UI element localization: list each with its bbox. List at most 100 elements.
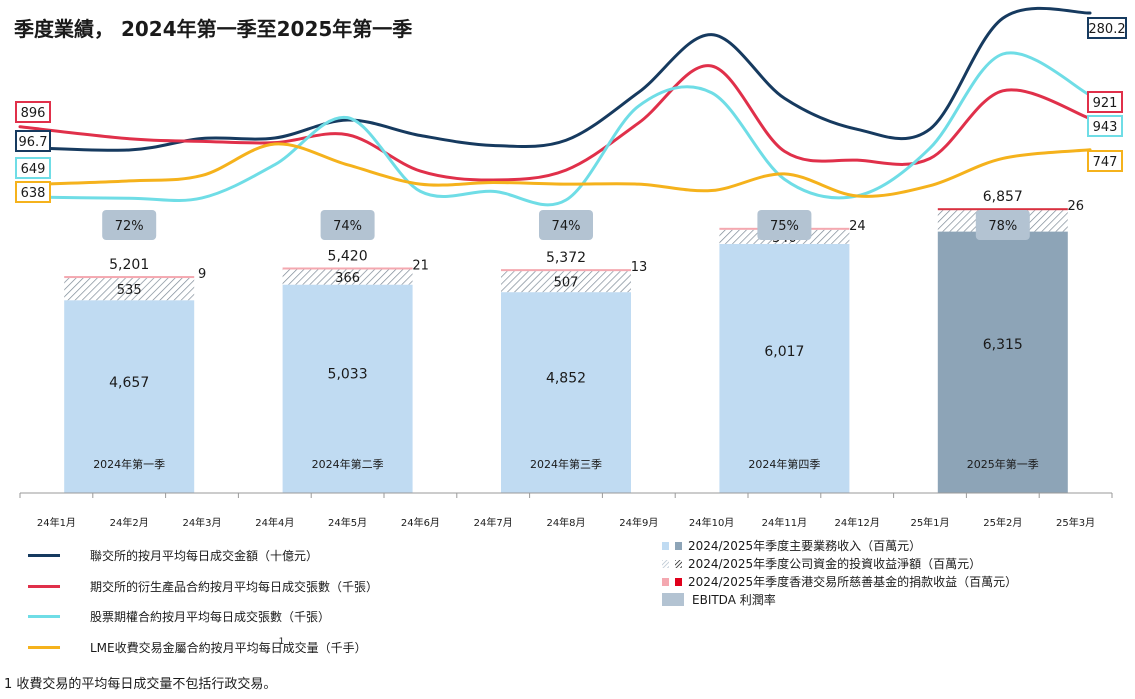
x-axis: 24年1月 24年2月 24年3月 24年4月 24年5月 24年6月 24年7月 24年8月… [19,492,1113,529]
x-tick-label: 24年5月 [328,516,367,529]
bar-value-investment: 507 [554,276,579,291]
ebitda-badge [757,210,812,240]
bar-value-main: 4,852 [546,371,586,387]
chart-title: 季度業績， 2024年第一季至2025年第一季 [14,17,413,41]
footnote-marker: 1 [278,636,285,647]
bars-layer: 4,657 535 5,201 9 2024年第一季 72% 5,033 366 5,420 21… [64,189,1084,493]
x-tick-label: 24年6月 [401,516,440,529]
legend-swatch-pink [662,577,669,586]
bar-investment-income [501,271,631,293]
bar-value-total: 5,201 [109,257,149,273]
legend-swatch-dark [675,541,682,550]
bar-donation-income [501,269,631,272]
legend-line-lme-volume: LME收費交易金屬合約按月平均每日成交量（千手） 1 [28,636,367,656]
line-series [18,51,1092,207]
legend-line-hkfe-contracts: 期交所的衍生產品合約按月平均每日成交張數（千張） [28,578,378,595]
legend-label: EBITDA 利潤率 [692,593,776,607]
bar-main-revenue [937,231,1068,493]
legend-ebitda-margin: EBITDA 利潤率 [662,591,776,608]
bar-value-total: 6,857 [983,189,1023,205]
bar-value-donation: 21 [412,258,429,273]
x-tick-label: 25年3月 [1056,516,1095,529]
bar-quarter-label: 2024年第三季 [530,457,602,471]
line-start-label-box [15,101,51,123]
x-tick-label: 24年8月 [546,516,585,529]
legend-swatch-hatch-light [662,559,669,568]
line-start-label-box [15,130,51,152]
line-end-label: 280.2 [1088,22,1125,37]
x-tick-label: 25年2月 [983,516,1022,529]
line-start-label: 638 [21,186,46,201]
legend-label: LME收費交易金屬合約按月平均每日成交量（千手） [90,641,367,655]
line-series [18,6,1092,152]
line-end-label-box [1087,91,1123,113]
bar-value-donation: 13 [631,260,648,275]
legend-line-hkex-turnover: 聯交所的按月平均每日成交金額（十億元） [28,547,318,564]
legend-swatch [28,585,60,588]
bar-quarter-label: 2024年第二季 [312,457,384,471]
legend-swatch-hatch-dark [675,559,682,568]
bar-donation-income [64,276,195,279]
legend-swatch-red [675,577,682,586]
bar-value-main: 6,315 [983,337,1023,353]
line-end-label-box [1087,17,1127,39]
x-tick-label: 24年10月 [689,516,734,529]
bar-main-revenue [719,243,850,493]
bar-value-investment: 366 [335,271,360,286]
legend-investment-income: 2024/2025年季度公司資金的投資收益淨額（百萬元） [662,555,981,572]
bar-value-donation: 9 [198,267,206,282]
ebitda-badge [102,210,157,240]
line-end-labels: 96.7 280.2 896 921 649 943 638 747 [15,17,1127,203]
ebitda-value: 78% [988,219,1017,234]
legend-swatch [28,554,60,557]
line-end-label-box [1087,150,1123,172]
ebitda-value: 74% [552,219,581,234]
bar-main-revenue [282,284,413,493]
line-start-label-box [15,181,51,203]
ebitda-value: 72% [115,219,144,234]
legend-swatch [28,615,60,618]
legend-swatch [28,646,60,649]
x-tick-label: 24年2月 [110,516,149,529]
ebitda-badge [975,210,1030,240]
bar-value-total: 5,372 [546,250,586,266]
line-start-label: 96.7 [19,135,48,150]
legend-swatch-light [662,541,669,550]
x-tick-label: 24年4月 [255,516,294,529]
bar-donation-income [937,208,1068,211]
bar-main-revenue [64,300,195,493]
legend-label: 期交所的衍生產品合約按月平均每日成交張數（千張） [90,580,379,594]
bar-quarter-label: 2025年第一季 [967,457,1039,471]
legend-main-revenue: 2024/2025年季度主要業務收入（百萬元） [662,537,921,554]
line-end-label: 747 [1093,155,1118,170]
footnote: 1 收費交易的平均每日成交量不包括行政交易。 [4,677,277,692]
bar-value-main: 4,657 [109,375,149,391]
x-tick-label: 24年7月 [474,516,513,529]
bar-donation-income [282,267,413,270]
bar-value-main: 5,033 [328,366,368,382]
line-start-label: 896 [21,106,46,121]
x-tick-label: 24年3月 [182,516,221,529]
legend-label: 2024/2025年季度主要業務收入（百萬元） [688,539,922,553]
bar-value-main: 6,017 [764,344,804,360]
bar-investment-income [64,278,195,301]
line-end-label-box [1087,115,1123,137]
bar-quarter-label: 2024年第一季 [93,457,165,471]
line-end-label: 921 [1093,96,1118,111]
legend-swatch-badge [662,593,684,606]
legend-label: 2024/2025年季度香港交易所慈善基金的捐款收益（百萬元） [688,575,1018,589]
x-tick-label: 24年1月 [37,516,76,529]
line-start-label: 649 [21,162,46,177]
bar-investment-income [282,269,413,285]
ebitda-badge [320,210,375,240]
ebitda-badge [539,210,593,240]
lines-layer [18,6,1092,207]
line-series [18,64,1092,182]
ebitda-value: 75% [770,219,799,234]
x-tick-label: 25年1月 [910,516,949,529]
legend-donation-income: 2024/2025年季度香港交易所慈善基金的捐款收益（百萬元） [662,573,1017,590]
line-series [18,142,1092,198]
legend-label: 2024/2025年季度公司資金的投資收益淨額（百萬元） [688,557,982,571]
x-tick-label: 24年12月 [834,516,879,529]
